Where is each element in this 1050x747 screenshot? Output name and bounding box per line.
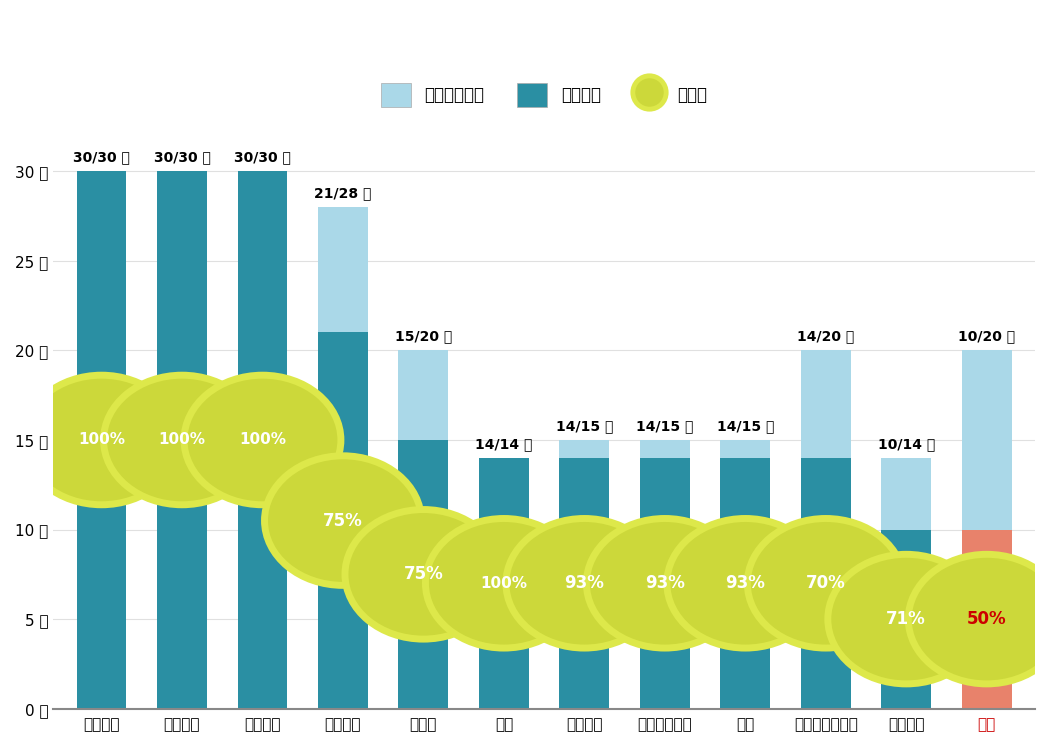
- Bar: [398, 440, 448, 709]
- Bar: [881, 530, 931, 709]
- Bar: [158, 171, 207, 709]
- Text: 100%: 100%: [78, 433, 125, 447]
- Text: 30/30 日: 30/30 日: [153, 150, 210, 164]
- Text: 14/15 日: 14/15 日: [716, 419, 774, 433]
- Text: 75%: 75%: [323, 512, 363, 530]
- Bar: [962, 530, 1011, 709]
- Ellipse shape: [748, 518, 904, 648]
- Text: 100%: 100%: [481, 576, 527, 591]
- Text: 93%: 93%: [565, 574, 605, 592]
- Ellipse shape: [586, 518, 743, 648]
- Ellipse shape: [667, 518, 823, 648]
- Ellipse shape: [425, 518, 583, 648]
- Ellipse shape: [184, 375, 341, 505]
- Text: 93%: 93%: [645, 574, 685, 592]
- Bar: [237, 171, 288, 709]
- Text: 15/20 日: 15/20 日: [395, 329, 453, 343]
- Bar: [881, 458, 931, 530]
- Text: 14/20 日: 14/20 日: [797, 329, 855, 343]
- Text: 10/14 日: 10/14 日: [878, 437, 934, 450]
- Text: 21/28 日: 21/28 日: [314, 186, 372, 200]
- Text: %: %: [637, 40, 649, 52]
- Bar: [318, 332, 367, 709]
- Bar: [720, 440, 771, 458]
- Text: 14/14 日: 14/14 日: [476, 437, 532, 450]
- Bar: [318, 207, 367, 332]
- Bar: [801, 458, 850, 709]
- Text: 100%: 100%: [159, 433, 206, 447]
- Bar: [801, 350, 850, 458]
- Ellipse shape: [345, 509, 502, 639]
- Bar: [962, 350, 1011, 530]
- Bar: [479, 458, 529, 709]
- Text: 10/20 日: 10/20 日: [959, 329, 1015, 343]
- Ellipse shape: [908, 554, 1050, 684]
- Text: 71%: 71%: [886, 610, 926, 628]
- Bar: [639, 440, 690, 458]
- Bar: [398, 350, 448, 440]
- Ellipse shape: [506, 518, 663, 648]
- Bar: [560, 440, 609, 458]
- Text: 50%: 50%: [967, 610, 1007, 628]
- Text: 93%: 93%: [726, 574, 765, 592]
- Text: 75%: 75%: [403, 565, 443, 583]
- Text: 14/15 日: 14/15 日: [555, 419, 613, 433]
- Bar: [720, 458, 771, 709]
- Text: 14/15 日: 14/15 日: [636, 419, 693, 433]
- Text: 100%: 100%: [239, 433, 286, 447]
- Ellipse shape: [23, 375, 180, 505]
- Text: 30/30 日: 30/30 日: [74, 150, 130, 164]
- Ellipse shape: [827, 554, 985, 684]
- Text: 30/30 日: 30/30 日: [234, 150, 291, 164]
- Legend: 有給支給日数, 取得日数, 取得率: 有給支給日数, 取得日数, 取得率: [373, 75, 716, 115]
- Ellipse shape: [104, 375, 260, 505]
- Text: 70%: 70%: [806, 574, 845, 592]
- Bar: [639, 458, 690, 709]
- Bar: [560, 458, 609, 709]
- Bar: [77, 171, 126, 709]
- Ellipse shape: [265, 456, 421, 586]
